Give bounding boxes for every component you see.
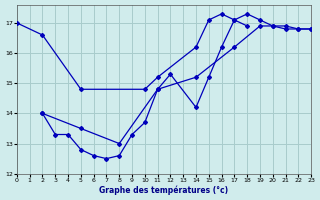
X-axis label: Graphe des températures (°c): Graphe des températures (°c): [100, 186, 228, 195]
